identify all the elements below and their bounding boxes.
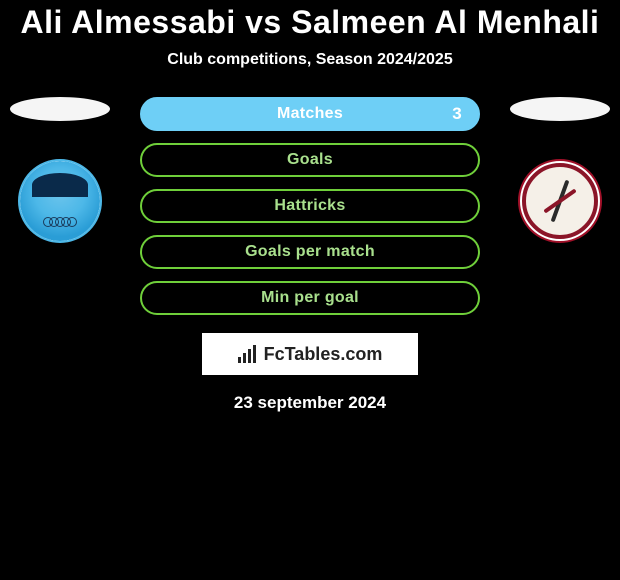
bar-chart-icon [238,345,258,363]
stat-bar-matches: Matches 3 [140,97,480,131]
stat-label: Min per goal [261,289,359,307]
right-player-col [510,97,610,243]
alwahda-badge-art [522,163,598,239]
page-title: Ali Almessabi vs Salmeen Al Menhali [0,4,620,41]
olympic-rings-icon [45,217,75,227]
date-label: 23 september 2024 [234,393,386,413]
subtitle: Club competitions, Season 2024/2025 [0,51,620,69]
stat-bar-goals: Goals [140,143,480,177]
brand-text: FcTables.com [264,344,383,365]
comparison-card: Ali Almessabi vs Salmeen Al Menhali Club… [0,0,620,413]
left-player-avatar-placeholder [10,97,110,121]
stats-column: Matches 3 Goals Hattricks Goals per match Min… [140,97,480,315]
stat-label: Goals [287,151,333,169]
right-player-avatar-placeholder [510,97,610,121]
stat-label: Hattricks [274,197,345,215]
stat-bar-min-per-goal: Min per goal [140,281,480,315]
footer: FcTables.com 23 september 2024 [0,333,620,413]
right-club-badge [518,159,602,243]
stat-bar-hattricks: Hattricks [140,189,480,223]
stat-label: Goals per match [245,243,375,261]
baniyas-badge-art [20,161,100,241]
brand-box: FcTables.com [202,333,418,375]
main-row: Matches 3 Goals Hattricks Goals per match Min… [0,97,620,315]
left-player-col [10,97,110,243]
left-club-badge [18,159,102,243]
stat-label: Matches [277,105,343,123]
stat-bar-goals-per-match: Goals per match [140,235,480,269]
stat-value-right: 3 [452,104,462,124]
